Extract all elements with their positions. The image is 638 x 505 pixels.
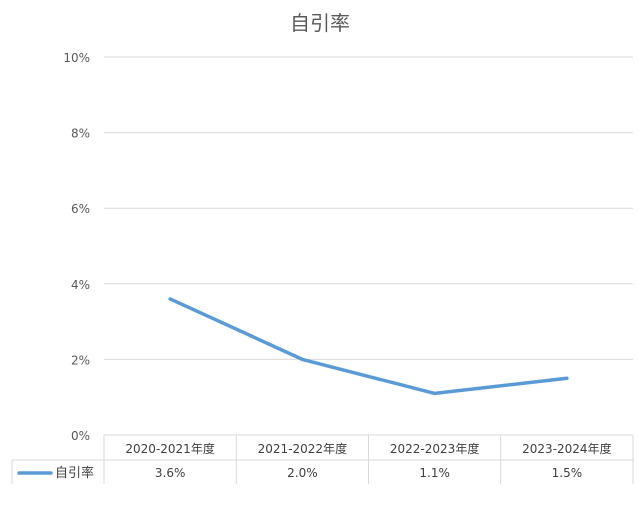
series-lines [168, 297, 569, 396]
category-label: 2022-2023年度 [390, 441, 479, 456]
category-label: 2020-2021年度 [125, 441, 214, 456]
y-tick-label: 4% [71, 278, 90, 292]
gridlines [104, 56, 633, 360]
category-label: 2021-2022年度 [258, 441, 347, 456]
y-tick-label: 6% [71, 202, 90, 216]
legend-label: 自引率 [55, 465, 94, 481]
y-tick-label: 10% [63, 51, 90, 65]
data-value-label: 1.5% [552, 466, 583, 480]
y-axis-ticks: 0% 2% 4% 6% 8% 10% [63, 51, 90, 443]
data-table: 2020-2021年度 2021-2022年度 2022-2023年度 2023-20… [11, 434, 634, 484]
data-value-label: 1.1% [419, 466, 450, 480]
y-tick-label: 0% [71, 429, 90, 443]
y-tick-label: 8% [71, 127, 90, 141]
category-label: 2023-2024年度 [522, 441, 611, 456]
chart-title: 自引率 [290, 11, 350, 35]
data-value-label: 3.6% [155, 466, 186, 480]
series-line [168, 297, 569, 396]
data-value-label: 2.0% [287, 466, 318, 480]
y-tick-label: 2% [71, 353, 90, 367]
